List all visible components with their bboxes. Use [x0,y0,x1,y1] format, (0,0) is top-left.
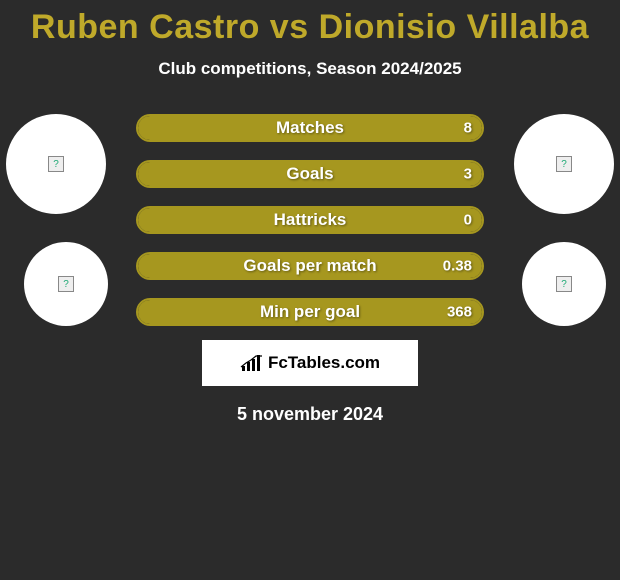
broken-image-icon: ? [48,156,64,172]
stat-bar-goals: Goals 3 [136,160,484,188]
logo-text: FcTables.com [268,353,380,373]
stat-bar-matches: Matches 8 [136,114,484,142]
page-title: Ruben Castro vs Dionisio Villalba [0,8,620,47]
stat-label: Goals per match [243,256,376,276]
stat-right-value: 368 [447,304,472,321]
player2-avatar: ? [514,114,614,214]
stat-right-value: 3 [464,166,472,183]
stat-label: Hattricks [274,210,347,230]
stat-right-value: 0 [464,212,472,229]
player1-club-logo: ? [24,242,108,326]
stat-label: Matches [276,118,344,138]
broken-image-icon: ? [556,276,572,292]
bar-chart-icon [240,354,264,372]
subtitle: Club competitions, Season 2024/2025 [0,59,620,79]
stat-bar-hattricks: Hattricks 0 [136,206,484,234]
player2-name: Dionisio Villalba [319,8,590,46]
vs-label: vs [270,8,309,46]
stat-bar-goals-per-match: Goals per match 0.38 [136,252,484,280]
date-label: 5 november 2024 [0,404,620,425]
player2-club-logo: ? [522,242,606,326]
player1-name: Ruben Castro [31,8,260,46]
broken-image-icon: ? [556,156,572,172]
stat-bars: Matches 8 Goals 3 Hattricks 0 Goals per … [116,114,504,326]
main-row: ? ? Matches 8 Goals 3 Hattricks [0,114,620,326]
logo-inner: FcTables.com [204,342,416,384]
comparison-infographic: Ruben Castro vs Dionisio Villalba Club c… [0,0,620,425]
stat-label: Min per goal [260,302,360,322]
stat-bar-min-per-goal: Min per goal 368 [136,298,484,326]
stat-right-value: 8 [464,120,472,137]
stat-right-value: 0.38 [443,258,472,275]
left-column: ? ? [6,114,116,326]
player1-avatar: ? [6,114,106,214]
stat-label: Goals [286,164,333,184]
right-column: ? ? [504,114,614,326]
broken-image-icon: ? [58,276,74,292]
fctables-logo-box: FcTables.com [202,340,418,386]
